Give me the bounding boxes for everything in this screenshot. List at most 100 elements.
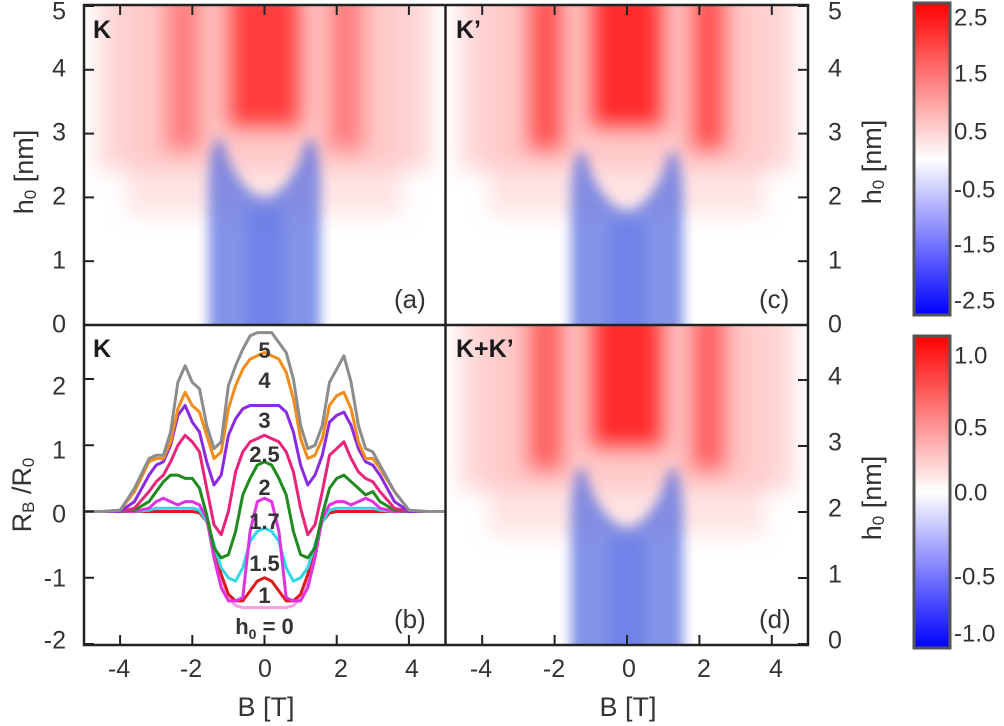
heatmap-sharp-layer: [208, 138, 321, 324]
red-lobe-left: [165, 6, 202, 152]
y-tick-b-3: 1: [52, 437, 66, 465]
x-tick-b-4: 4: [405, 655, 419, 683]
y-tick-a-0: 0: [52, 311, 66, 339]
y-tick-a-1: 1: [52, 247, 66, 275]
curve-labels: 5 4 3 2.5 2 1.7 1.5 1 h0 = 0: [235, 338, 294, 642]
curve-label-h0-0: h0 = 0: [235, 614, 294, 642]
panel-d-title: K+K’: [456, 335, 514, 363]
cb-top-tick-3: -0.5: [954, 176, 995, 203]
y-tick-a-3: 3: [52, 119, 66, 147]
x-axis-label-d: B [T]: [599, 692, 656, 722]
red-lobe-right: [690, 326, 727, 472]
series-line-1: [84, 510, 445, 603]
y-tick-b-4: 2: [52, 373, 66, 401]
heatmap-k: [84, 6, 445, 324]
heatmap-soft-layer: [460, 6, 794, 215]
y-tick-a-2: 2: [52, 183, 66, 211]
y-tick-b-0: -2: [44, 627, 66, 655]
red-lobe-right: [690, 6, 727, 152]
red-center-column: [226, 6, 303, 130]
y-axis-label-b: RB /R0: [7, 458, 38, 533]
cb-bot-tick-4: -1.0: [954, 620, 995, 647]
red-center-column: [588, 326, 666, 450]
curve-label-2-5: 2.5: [249, 442, 280, 467]
colorbar-bottom-ticks: 1.0 0.5 0.0 -0.5 -1.0: [954, 342, 995, 647]
cb-top-tick-4: -1.5: [954, 231, 995, 258]
x-tick-d-2: 0: [622, 655, 636, 683]
red-lobe-left: [527, 326, 564, 472]
axis-ticks: [84, 5, 808, 645]
x-tick-labels-b: -4 -2 0 2 4: [108, 655, 419, 683]
blue-core: [608, 539, 646, 644]
y-tick-d-4: 4: [828, 363, 842, 391]
heatmap-sharp-layer: [570, 467, 684, 644]
cb-top-tick-1: 1.5: [954, 60, 987, 87]
line-plot-k: [84, 331, 445, 610]
y-axis-label-c-text: h0 [nm]: [857, 120, 888, 205]
panel-a-title: K: [93, 16, 111, 44]
panel-b-title: K: [93, 335, 111, 363]
cb-top-tick-2: 0.5: [954, 118, 987, 145]
heatmap-k-prime: [446, 6, 808, 324]
blue-core: [246, 209, 283, 324]
red-lobe-left: [527, 6, 564, 152]
y-tick-c-5: 5: [828, 0, 842, 26]
y-axis-label-b-text: RB /R0: [7, 458, 38, 533]
colorbar-top-ticks: 2.5 1.5 0.5 -0.5 -1.5 -2.5: [954, 4, 995, 314]
curve-label-4: 4: [258, 368, 271, 393]
cb-top-tick-5: -2.5: [954, 287, 995, 314]
red-center-column: [588, 6, 666, 130]
y-tick-d-3: 3: [828, 429, 842, 457]
y-tick-c-1: 1: [828, 247, 842, 275]
x-tick-d-1: -2: [543, 655, 565, 683]
x-tick-b-1: -2: [180, 655, 202, 683]
red-lobe-right: [327, 6, 364, 152]
blue-core: [608, 222, 646, 324]
x-tick-d-3: 2: [697, 655, 711, 683]
heatmap-sharp-layer: [570, 151, 684, 324]
series-line-4: [84, 351, 445, 513]
y-axis-label-a-text: h0 [nm]: [9, 130, 40, 215]
x-axis-label-b: B [T]: [237, 692, 294, 722]
cb-bot-tick-2: 0.0: [954, 479, 987, 506]
series-line-1-7: [84, 496, 445, 603]
curve-label-1: 1: [258, 583, 270, 608]
panel-d-tag: (d): [759, 604, 791, 634]
series-line-1-5: [84, 506, 445, 583]
y-tick-c-0: 0: [828, 311, 842, 339]
y-tick-d-2: 2: [828, 495, 842, 523]
heatmap-soft-layer: [460, 326, 794, 535]
cb-top-tick-0: 2.5: [954, 4, 987, 31]
y-tick-c-4: 4: [828, 55, 842, 83]
y-tick-labels-b: -2 -1 0 1 2: [44, 373, 66, 655]
curve-label-3: 3: [258, 408, 270, 433]
y-tick-d-0: 0: [828, 627, 842, 655]
y-tick-d-1: 1: [828, 561, 842, 589]
curve-label-1-5: 1.5: [249, 551, 280, 576]
y-tick-a-4: 4: [52, 55, 66, 83]
y-tick-c-2: 2: [828, 183, 842, 211]
x-tick-d-4: 4: [769, 655, 783, 683]
y-tick-c-3: 3: [828, 119, 842, 147]
cb-bot-tick-0: 1.0: [954, 342, 987, 369]
x-tick-b-3: 2: [334, 655, 348, 683]
y-axis-label-d: h0 [nm]: [857, 456, 888, 541]
series-line-5: [84, 331, 445, 513]
y-axis-label-d-text: h0 [nm]: [857, 456, 888, 541]
panel-c-tag: (c): [759, 284, 789, 314]
x-tick-b-0: -4: [108, 655, 130, 683]
x-tick-b-2: 0: [258, 655, 272, 683]
y-tick-b-1: -1: [44, 565, 66, 593]
y-tick-labels-d: 0 1 2 3 4: [828, 363, 842, 655]
y-tick-labels-a: 0 1 2 3 4 5: [52, 0, 66, 339]
curve-label-2: 2: [258, 475, 270, 500]
y-axis-label-a: h0 [nm]: [9, 130, 40, 215]
panel-c-title: K’: [456, 16, 481, 44]
cb-bot-tick-3: -0.5: [954, 563, 995, 590]
panel-a-tag: (a): [394, 284, 426, 314]
cb-bot-tick-1: 0.5: [954, 414, 987, 441]
colorbar-bottom: [912, 334, 952, 650]
heatmap-soft-layer: [98, 6, 431, 215]
x-tick-labels-d: -4 -2 0 2 4: [470, 655, 783, 683]
